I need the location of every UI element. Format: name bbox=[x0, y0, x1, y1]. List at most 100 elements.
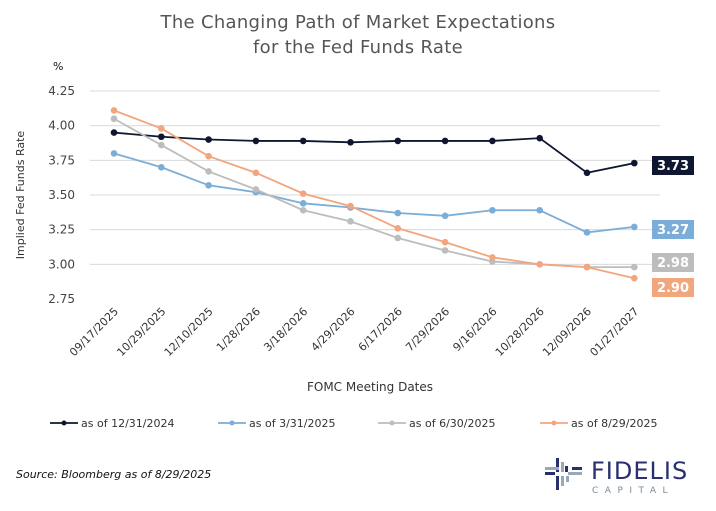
data-point bbox=[252, 169, 260, 177]
data-point bbox=[489, 254, 496, 261]
data-point bbox=[394, 137, 402, 145]
series-line-1 bbox=[113, 131, 635, 174]
x-tick-label: 09/17/2025 bbox=[67, 305, 121, 359]
data-point bbox=[583, 169, 591, 177]
logo-mark-bar bbox=[568, 472, 582, 475]
data-point bbox=[110, 107, 118, 114]
logo-mark-bar bbox=[556, 458, 559, 472]
end-label-box bbox=[652, 220, 694, 239]
data-point bbox=[158, 133, 165, 141]
logo-mark-bar bbox=[566, 476, 569, 482]
logo-mark-bar bbox=[545, 467, 559, 470]
data-point bbox=[631, 274, 638, 282]
data-point bbox=[441, 137, 449, 145]
end-label: 3.27 bbox=[657, 223, 689, 238]
x-tick-label: 1/28/2026 bbox=[214, 305, 263, 354]
x-axis-label: FOMC Meeting Dates bbox=[307, 380, 433, 394]
x-tick-label: 12/10/2025 bbox=[162, 305, 216, 359]
logo-wordmark: FIDELIS bbox=[591, 457, 688, 485]
data-point bbox=[583, 229, 591, 236]
data-point bbox=[158, 125, 165, 132]
y-tick-label: 2.75 bbox=[48, 292, 75, 306]
x-tick-label: 4/29/2026 bbox=[309, 305, 358, 354]
end-label: 2.98 bbox=[657, 256, 689, 271]
data-point bbox=[299, 206, 307, 214]
data-point bbox=[158, 141, 165, 149]
data-point bbox=[394, 224, 402, 232]
data-point bbox=[394, 209, 402, 217]
x-tick-label: 9/16/2026 bbox=[450, 305, 499, 354]
data-point bbox=[299, 137, 307, 145]
legend-swatch-marker bbox=[61, 420, 67, 426]
data-point bbox=[489, 137, 496, 145]
y-tick-label: 3.25 bbox=[48, 223, 75, 237]
data-point bbox=[299, 190, 307, 197]
x-tick-label: 7/29/2026 bbox=[403, 305, 452, 354]
logo-mark-bar bbox=[561, 462, 564, 472]
x-tick-label: 10/29/2025 bbox=[114, 305, 168, 359]
data-point bbox=[394, 234, 402, 242]
data-point bbox=[205, 136, 212, 143]
y-tick-label: 4.25 bbox=[48, 84, 75, 98]
data-point bbox=[536, 206, 543, 214]
data-point bbox=[205, 181, 212, 189]
y-tick-label: 4.00 bbox=[48, 119, 75, 133]
data-point bbox=[205, 168, 212, 175]
end-label: 2.90 bbox=[657, 281, 689, 296]
unit-label: % bbox=[53, 60, 63, 73]
chart-title-line-2: for the Fed Funds Rate bbox=[253, 37, 463, 58]
data-point bbox=[631, 263, 638, 271]
logo-mark-bar bbox=[545, 472, 555, 475]
data-point bbox=[347, 218, 354, 225]
legend-label: as of 3/31/2025 bbox=[249, 417, 335, 430]
series-line-4 bbox=[113, 109, 635, 280]
data-point bbox=[536, 261, 543, 268]
x-tick-label: 6/17/2026 bbox=[356, 305, 405, 354]
end-label-box bbox=[652, 156, 694, 175]
data-point bbox=[583, 263, 591, 271]
x-tick-label: 12/09/2026 bbox=[540, 305, 594, 359]
data-point bbox=[441, 238, 449, 246]
y-axis-label: Implied Fed Funds Rate bbox=[14, 131, 27, 260]
data-point bbox=[252, 137, 260, 145]
data-point bbox=[536, 134, 543, 142]
logo-subtitle: CAPITAL bbox=[592, 486, 674, 496]
data-point bbox=[299, 200, 307, 207]
x-tick-label: 3/18/2026 bbox=[261, 305, 310, 354]
legend-label: as of 6/30/2025 bbox=[409, 417, 495, 430]
data-point bbox=[205, 152, 212, 160]
end-label: 3.73 bbox=[657, 159, 689, 174]
legend-swatch-marker bbox=[551, 420, 557, 426]
end-label-box bbox=[652, 278, 694, 297]
data-point bbox=[631, 223, 638, 231]
x-tick-label: 01/27/2027 bbox=[587, 305, 641, 359]
data-point bbox=[158, 163, 165, 171]
legend-swatch-marker bbox=[229, 420, 235, 426]
data-point bbox=[441, 212, 449, 220]
logo-mark-bar bbox=[565, 466, 568, 472]
data-point bbox=[441, 247, 449, 254]
y-tick-label: 3.75 bbox=[48, 153, 75, 167]
source-note: Source: Bloomberg as of 8/29/2025 bbox=[16, 468, 212, 481]
y-tick-label: 3.00 bbox=[48, 257, 75, 271]
logo-mark-bar bbox=[572, 467, 582, 470]
data-point bbox=[347, 202, 354, 210]
data-point bbox=[631, 159, 638, 167]
data-point bbox=[347, 139, 354, 146]
end-label-box bbox=[652, 253, 694, 272]
legend-label: as of 12/31/2024 bbox=[81, 417, 174, 430]
data-point bbox=[110, 129, 118, 136]
legend-swatch-marker bbox=[389, 420, 395, 426]
y-tick-label: 3.50 bbox=[48, 188, 75, 202]
data-point bbox=[489, 206, 496, 214]
data-point bbox=[252, 186, 260, 193]
logo-mark-bar bbox=[556, 476, 559, 490]
x-tick-label: 10/28/2026 bbox=[493, 305, 547, 359]
logo-mark-bar bbox=[561, 476, 564, 486]
data-point bbox=[110, 150, 118, 157]
chart-title-line-1: The Changing Path of Market Expectations bbox=[160, 12, 556, 33]
legend-label: as of 8/29/2025 bbox=[571, 417, 657, 430]
data-point bbox=[110, 115, 118, 123]
